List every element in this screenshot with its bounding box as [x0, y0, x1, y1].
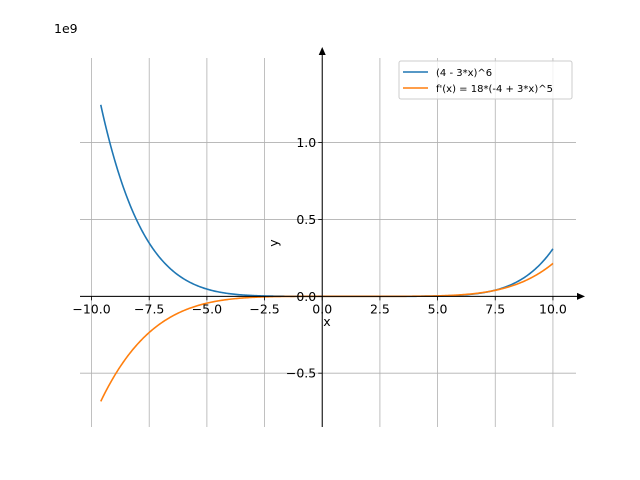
- x-tick-label: 2.5: [370, 301, 390, 316]
- y-tick-label: 0.0: [296, 289, 316, 304]
- x-tick-label: −10.0: [72, 301, 110, 316]
- x-tick-label: −7.5: [134, 301, 164, 316]
- y-axis-arrow: [318, 47, 326, 55]
- grid-lines: [80, 58, 576, 427]
- y-tick-label: −0.5: [286, 366, 316, 381]
- axes: [80, 47, 585, 427]
- legend-frame: [398, 60, 573, 100]
- x-axis-label: x: [323, 314, 330, 329]
- series-line-1: [99, 104, 554, 298]
- x-tick-label: −2.5: [249, 301, 279, 316]
- x-tick-label: 0.0: [312, 301, 332, 316]
- y-offset-text: 1e9: [54, 21, 78, 36]
- legend: (4 - 3*x)^6 f'(x) = 18*(-4 + 3*x)^5: [398, 60, 573, 100]
- x-tick-label: −5.0: [192, 301, 222, 316]
- x-tick-label: 5.0: [428, 301, 448, 316]
- tick-labels: −10.0 −7.5 −5.0 −2.5 0.0 2.5 5.0 7.5 10.0 −0.5 0.0…: [72, 135, 567, 381]
- series-lines: [99, 104, 554, 402]
- y-tick-label: 0.5: [296, 212, 316, 227]
- legend-label-series-2: f'(x) = 18*(-4 + 3*x)^5: [436, 84, 553, 95]
- x-axis-arrow: [577, 292, 585, 300]
- series-line-2: [100, 262, 554, 402]
- tick-marks: [91, 142, 554, 374]
- legend-label-series-1: (4 - 3*x)^6: [436, 68, 492, 79]
- y-axis-label: y: [266, 239, 281, 247]
- x-tick-label: 7.5: [485, 301, 505, 316]
- y-tick-label: 1.0: [296, 135, 316, 150]
- x-tick-label: 10.0: [539, 301, 567, 316]
